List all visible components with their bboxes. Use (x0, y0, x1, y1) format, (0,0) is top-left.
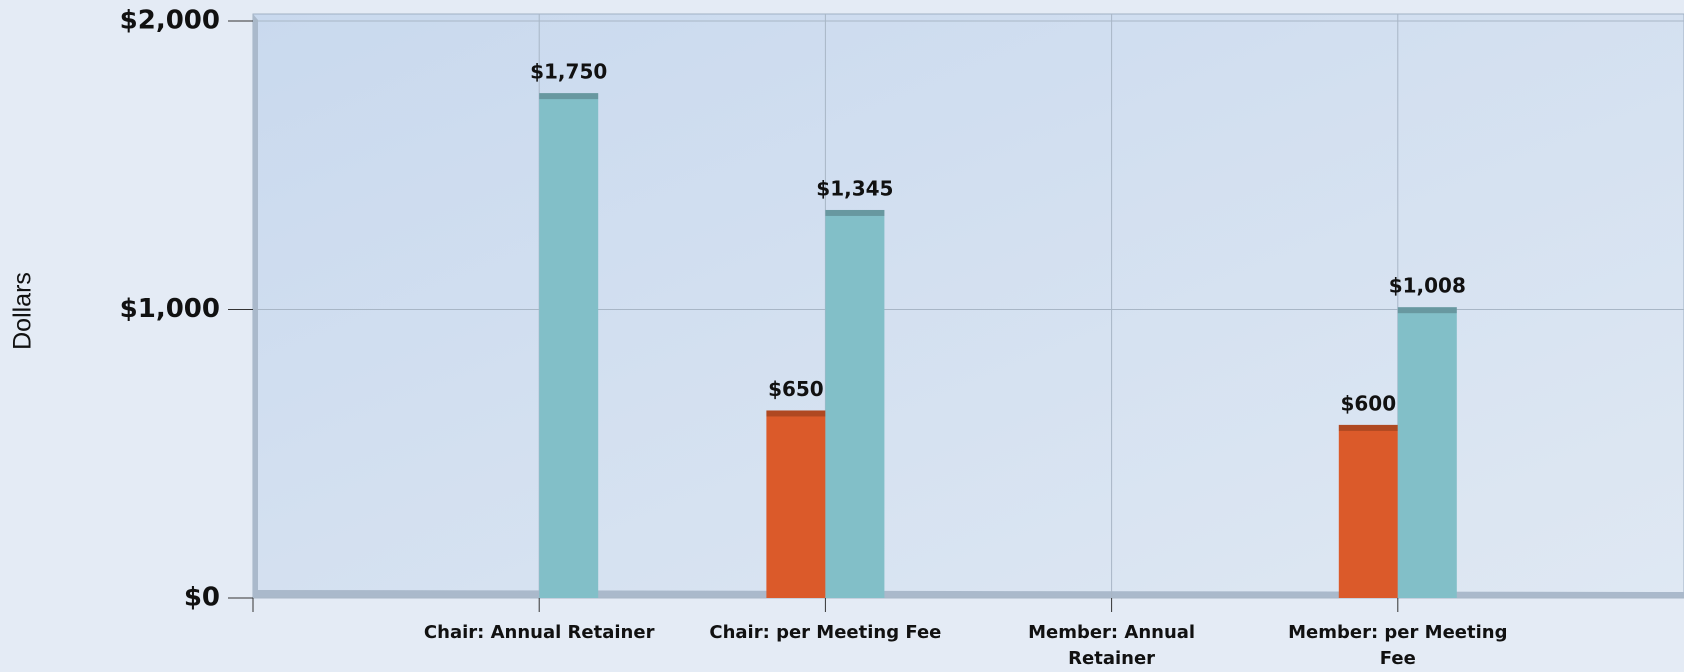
data-label: $1,345 (816, 176, 893, 200)
bar-cap (539, 93, 599, 100)
bar-cap (1338, 424, 1398, 431)
y-tick-label: $1,000 (120, 294, 220, 324)
y-axis-label: Dollars (9, 272, 37, 350)
bar (1338, 424, 1398, 598)
plot-area (252, 13, 1684, 599)
x-tick-label: Member: per Meeting Fee (1288, 622, 1508, 669)
bar-cap (766, 410, 826, 417)
x-tick-label: Member: Annual Retainer (1028, 622, 1196, 669)
bar (825, 209, 885, 598)
bar-cap (825, 209, 885, 216)
data-label: $650 (768, 377, 824, 401)
bar-cap (1397, 307, 1457, 314)
bar (766, 410, 826, 598)
bar (1397, 307, 1457, 598)
side-wall (253, 14, 258, 598)
data-label: $1,008 (1389, 274, 1466, 298)
y-tick-label: $2,000 (120, 6, 220, 36)
data-label: $1,750 (530, 60, 607, 84)
x-tick-label: Chair: per Meeting Fee (709, 622, 942, 643)
y-tick-label: $0 (184, 583, 220, 613)
x-tick-label: Chair: Annual Retainer (423, 622, 655, 643)
data-label: $600 (1340, 391, 1396, 415)
bar (539, 93, 599, 598)
floor (253, 590, 1684, 598)
